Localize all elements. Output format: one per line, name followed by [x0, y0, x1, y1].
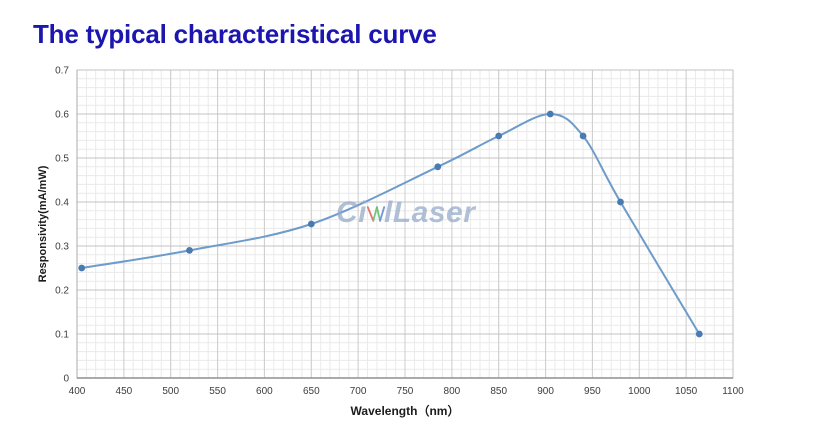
data-point-marker	[78, 264, 86, 272]
y-tick-label: 0.3	[55, 242, 69, 253]
data-point-marker	[186, 247, 193, 254]
responsivity-curve	[80, 112, 701, 335]
data-point-marker	[695, 330, 703, 338]
x-tick-label: 1100	[722, 386, 744, 397]
y-tick-label: 0.4	[55, 198, 69, 209]
x-tick-label: 1050	[675, 386, 698, 397]
data-point-marker	[579, 132, 587, 140]
data-point-marker	[495, 132, 503, 140]
x-tick-label: 750	[397, 386, 414, 397]
x-tick-label: 900	[537, 386, 554, 397]
y-tick-label: 0.5	[55, 154, 69, 165]
x-tick-label: 800	[444, 386, 461, 397]
data-point-marker	[617, 198, 624, 206]
x-axis-title: Wavelength（nm）	[351, 403, 460, 418]
data-point-marker	[307, 220, 315, 228]
y-tick-label: 0.1	[55, 330, 69, 341]
data-point-marker	[434, 163, 442, 171]
x-tick-label: 450	[116, 386, 133, 397]
x-tick-label: 950	[584, 386, 601, 397]
x-tick-label: 400	[69, 386, 86, 397]
x-tick-label: 700	[350, 386, 367, 397]
y-axis-title: Responsivity(mA/mW)	[37, 165, 49, 282]
x-tick-label: 600	[256, 386, 273, 397]
y-tick-label: 0.2	[55, 286, 69, 297]
x-tick-label: 850	[490, 386, 507, 397]
x-tick-label: 550	[209, 386, 226, 397]
y-tick-label: 0.6	[55, 110, 69, 121]
y-tick-label: 0.7	[55, 66, 69, 77]
data-point-marker	[546, 110, 554, 118]
y-tick-label: 0	[63, 374, 69, 385]
x-tick-label: 500	[162, 386, 179, 397]
page-title: The typical characteristical curve	[33, 19, 437, 49]
x-tick-label: 1000	[628, 386, 651, 397]
x-tick-label: 650	[303, 386, 320, 397]
